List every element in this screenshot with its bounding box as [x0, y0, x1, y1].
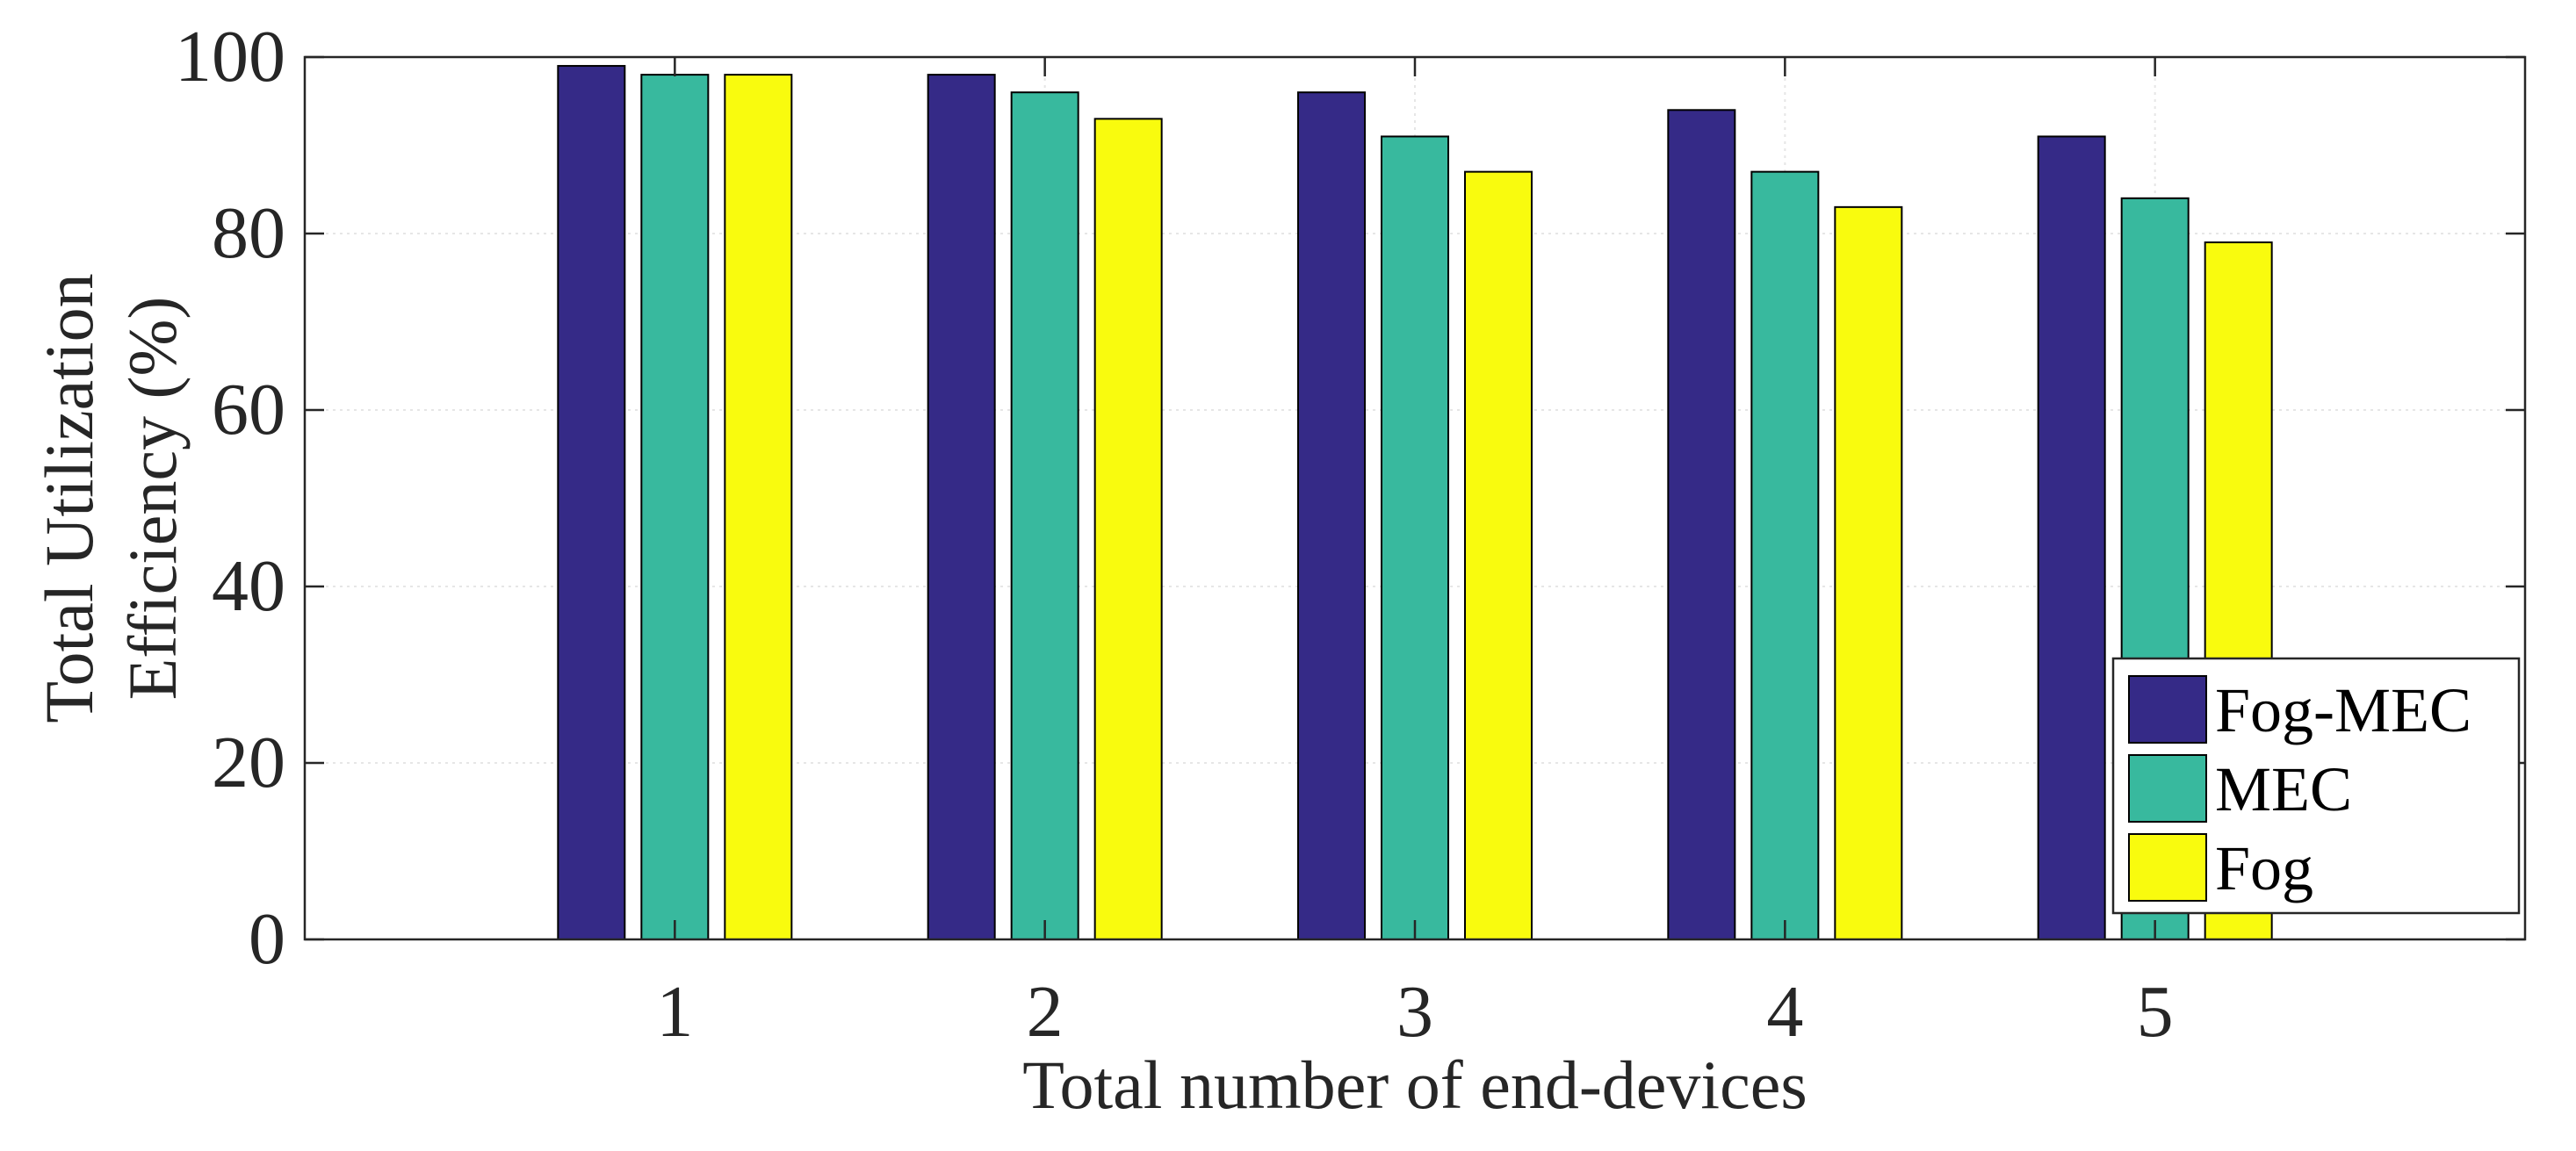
legend-label: MEC — [2215, 754, 2352, 824]
legend-swatch — [2128, 754, 2207, 823]
legend-swatch — [2128, 675, 2207, 744]
y-axis-title: Total Utilization Efficiency (%) — [31, 273, 191, 723]
x-tick-label: 2 — [1027, 971, 1064, 1053]
y-tick-label: 80 — [212, 192, 285, 274]
y-tick-labels: 0 20 40 60 80 100 — [175, 16, 285, 980]
y-tick-label: 0 — [249, 898, 285, 980]
x-tick-label: 4 — [1766, 971, 1803, 1053]
bar-fog-2 — [1093, 118, 1163, 941]
y-tick-label: 100 — [175, 16, 285, 97]
x-tick-labels: 1 2 3 4 5 — [656, 971, 2173, 1053]
bar-fog-mec-3 — [1297, 91, 1366, 940]
x-tick-label: 3 — [1396, 971, 1433, 1053]
bar-fog-mec-4 — [1667, 109, 1736, 941]
legend-label: Fog — [2215, 833, 2313, 903]
legend-label: Fog-MEC — [2215, 675, 2471, 745]
bar-mec-4 — [1750, 170, 1820, 940]
x-axis-title: Total number of end-devices — [1022, 1047, 1807, 1123]
bar-mec-3 — [1381, 135, 1449, 940]
legend-swatch — [2128, 833, 2207, 902]
axis-ticks — [305, 55, 2525, 941]
bar-mec-2 — [1010, 91, 1079, 940]
y-axis-title-line-1: Total Utilization — [31, 273, 107, 723]
bar-fog-mec-2 — [927, 74, 996, 941]
bar-fog-mec-5 — [2037, 135, 2106, 940]
bar-fog-4 — [1834, 205, 1903, 941]
y-tick-label: 40 — [212, 545, 285, 627]
bar-mec-1 — [640, 74, 710, 941]
bar-fog-1 — [724, 74, 793, 941]
y-tick-label: 20 — [212, 722, 285, 803]
bar-fog-mec-1 — [557, 65, 626, 941]
legend: Fog-MEC MEC Fog — [2111, 657, 2521, 915]
x-tick-label: 5 — [2137, 971, 2174, 1053]
y-axis-title-line-2: Efficiency (%) — [114, 297, 191, 701]
y-tick-label: 60 — [212, 369, 285, 450]
bars — [557, 65, 2273, 941]
x-tick-label: 1 — [656, 971, 693, 1053]
bar-fog-3 — [1464, 170, 1533, 940]
